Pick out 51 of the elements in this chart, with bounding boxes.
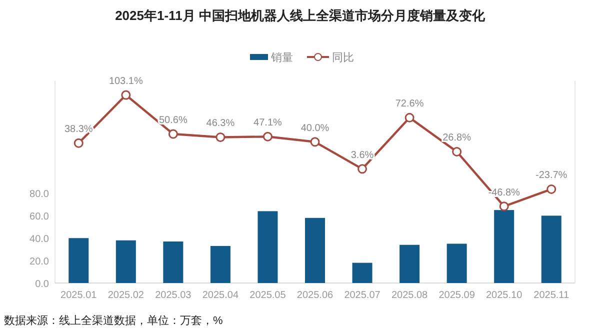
legend-label: 同比 (332, 51, 354, 64)
x-tick-label: 2025.09 (438, 290, 476, 301)
point (121, 90, 131, 100)
bar (305, 218, 325, 283)
data-label: -23.7% (536, 170, 568, 182)
x-tick-label: 2025.11 (534, 290, 570, 301)
x-tick-label: 2025.08 (391, 290, 428, 301)
point (546, 184, 556, 194)
bar (210, 246, 230, 283)
point (168, 129, 178, 139)
legend-label: 销量 (270, 52, 293, 64)
data-label: 26.8% (442, 132, 472, 144)
bar (400, 244, 420, 283)
data-label: 3.6% (350, 150, 374, 161)
bar (494, 210, 514, 283)
point (358, 164, 368, 174)
x-tick-label: 2025.03 (155, 290, 192, 301)
point (310, 137, 320, 147)
y-tick-label: 40.0 (30, 234, 50, 246)
data-label: 47.1% (254, 118, 282, 129)
x-tick-label: 2025.02 (108, 290, 144, 301)
point (499, 202, 509, 212)
bar (541, 216, 562, 283)
point (74, 138, 84, 148)
chart-title: 2025年1-11月 中国扫地机器人线上全渠道市场分月度销量及变化 (115, 8, 486, 23)
y-tick-label: 80.0 (30, 189, 50, 200)
bar (446, 244, 467, 283)
source-note: 数据来源：线上全渠道数据，单位：万套，% (4, 314, 223, 327)
point (262, 132, 272, 142)
x-tick-label: 2025.04 (202, 290, 239, 301)
bar (352, 262, 372, 283)
point (216, 132, 226, 142)
bar (68, 238, 89, 283)
x-tick-label: 2025.01 (60, 290, 98, 301)
y-tick-label: 60.0 (30, 212, 50, 223)
data-label: 50.6% (159, 115, 188, 126)
y-tick-label: 0.0 (35, 279, 50, 290)
x-tick-label: 2025.07 (344, 290, 381, 301)
data-label: 103.1% (108, 76, 143, 88)
x-tick-label: 2025.05 (250, 290, 286, 301)
x-tick-label: 2025.10 (486, 290, 523, 301)
data-label: 46.3% (206, 118, 235, 130)
x-tick-label: 2025.06 (296, 290, 334, 301)
data-label: 40.0% (300, 122, 330, 134)
data-label: 72.6% (395, 98, 424, 110)
point (452, 146, 462, 156)
y-tick-label: 20.0 (30, 256, 50, 268)
point (404, 112, 414, 122)
bar (258, 211, 278, 283)
bar (116, 240, 136, 283)
bar (163, 241, 184, 283)
